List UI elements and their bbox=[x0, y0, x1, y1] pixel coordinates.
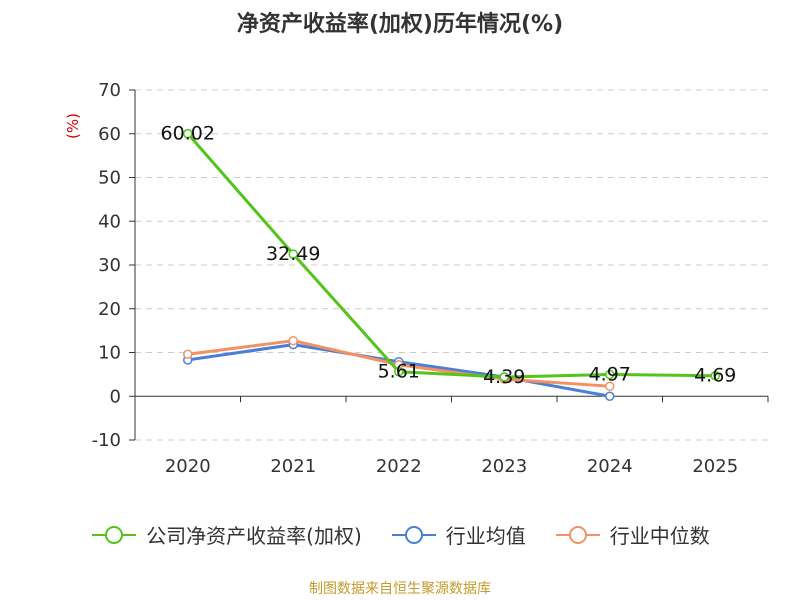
grid-lines bbox=[135, 89, 768, 441]
legend-label-industry-mean: 行业均值 bbox=[445, 524, 526, 548]
series-line-0 bbox=[186, 132, 716, 379]
data-label: 4.39 bbox=[483, 366, 525, 388]
x-tick-label: 2023 bbox=[481, 456, 527, 477]
y-tick-label: 20 bbox=[98, 299, 121, 320]
y-axis-unit-label: (%) bbox=[64, 113, 82, 139]
data-label: 5.61 bbox=[378, 361, 420, 383]
legend-item-industry-median[interactable]: 行业中位数 bbox=[554, 520, 710, 549]
data-point bbox=[394, 366, 404, 377]
data-point bbox=[183, 349, 193, 359]
legend-marker-company bbox=[92, 525, 137, 544]
legend-item-industry-mean[interactable]: 行业均值 bbox=[390, 520, 526, 549]
y-tick-label: 50 bbox=[98, 168, 121, 189]
data-point bbox=[710, 370, 720, 381]
data-point bbox=[499, 372, 509, 382]
y-tick-labels: 70 60 50 40 30 20 10 0 -10 bbox=[92, 80, 121, 451]
data-point bbox=[288, 335, 298, 346]
data-label: 4.97 bbox=[589, 364, 631, 386]
axes bbox=[129, 89, 769, 441]
x-tick-label: 2025 bbox=[692, 456, 738, 477]
data-label: 60.02 bbox=[161, 123, 215, 145]
x-tick-labels: 2020 2021 2022 2023 2024 2025 bbox=[165, 456, 738, 477]
data-point bbox=[288, 249, 298, 259]
x-tick-label: 2024 bbox=[587, 456, 633, 477]
y-tick-label: -10 bbox=[92, 430, 121, 451]
legend-marker-industry-mean bbox=[391, 525, 436, 544]
data-point bbox=[605, 391, 615, 401]
legend-label-company: 公司净资产收益率(加权) bbox=[146, 524, 362, 548]
chart-title: 净资产收益率(加权)历年情况(%) bbox=[236, 12, 564, 37]
data-point bbox=[605, 381, 615, 391]
x-tick-label: 2020 bbox=[165, 456, 211, 477]
y-tick-label: 30 bbox=[98, 255, 121, 276]
y-tick-label: 70 bbox=[98, 80, 121, 101]
x-tick-label: 2021 bbox=[270, 456, 316, 477]
y-tick-label: 10 bbox=[98, 343, 121, 364]
y-tick-label: 40 bbox=[98, 211, 121, 232]
data-labels: 60.02 32.49 5.61 4.39 4.97 4.69 bbox=[161, 123, 737, 388]
legend-marker-industry-median bbox=[555, 525, 600, 544]
data-label: 4.69 bbox=[694, 365, 736, 387]
legend: 公司净资产收益率(加权) 行业均值 行业中位数 bbox=[0, 520, 800, 549]
x-tick-label: 2022 bbox=[376, 456, 422, 477]
source-note: 制图数据来自恒生聚源数据库 bbox=[309, 581, 491, 597]
legend-item-company[interactable]: 公司净资产收益率(加权) bbox=[90, 520, 362, 549]
data-label: 32.49 bbox=[266, 243, 320, 265]
y-tick-label: 60 bbox=[98, 124, 121, 145]
legend-label-industry-median: 行业中位数 bbox=[609, 524, 710, 548]
data-point bbox=[183, 128, 193, 139]
y-tick-label: 0 bbox=[110, 386, 121, 407]
data-point bbox=[605, 369, 615, 380]
series-lines bbox=[183, 128, 720, 401]
